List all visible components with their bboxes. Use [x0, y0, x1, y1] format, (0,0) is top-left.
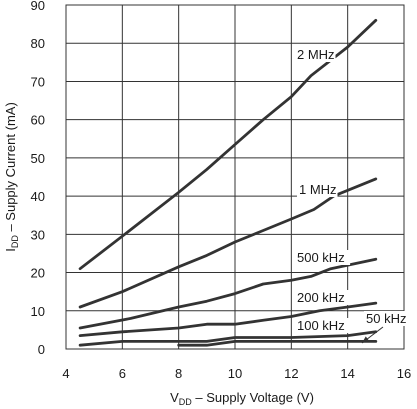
x-tick-label: 12 — [284, 366, 298, 381]
y-tick-label: 20 — [31, 266, 45, 281]
series-label: 500 kHz — [297, 250, 345, 265]
y-tick-label: 70 — [31, 74, 45, 89]
series-label-background — [364, 311, 412, 326]
series-line — [78, 177, 378, 309]
series-lines — [78, 18, 378, 347]
x-tick-label: 8 — [175, 366, 182, 381]
y-tick-label: 60 — [31, 113, 45, 128]
series-label: 200 kHz — [297, 290, 345, 305]
series-label: 100 kHz — [297, 318, 345, 333]
series-labels: 2 MHz 1 MHz 500 kHz 200 kHz 100 kHz 50 kHz — [295, 47, 412, 333]
series-label: 50 kHz — [366, 311, 406, 326]
series-line — [78, 330, 378, 347]
x-tick-label: 10 — [228, 366, 242, 381]
series-line — [78, 257, 378, 330]
y-axis-title: IDD – Supply Current (mA) — [3, 102, 20, 252]
series-label: 1 MHz — [299, 182, 337, 197]
y-tick-label: 90 — [31, 0, 45, 13]
x-axis-ticks: 4 6 8 10 12 14 16 — [62, 366, 411, 381]
y-tick-label: 80 — [31, 36, 45, 51]
series-label-background — [295, 47, 336, 62]
x-tick-label: 4 — [62, 366, 69, 381]
plot-frame — [65, 4, 405, 350]
y-axis-ticks: 0 10 20 30 40 50 60 70 80 90 — [31, 0, 45, 357]
y-tick-label: 40 — [31, 189, 45, 204]
series-line — [78, 301, 378, 338]
x-tick-label: 14 — [340, 366, 354, 381]
x-axis-title: VDD – Supply Voltage (V) — [170, 390, 314, 407]
arrow-head-icon — [362, 336, 370, 343]
series-label-background — [295, 318, 351, 333]
series-line — [177, 339, 378, 347]
y-tick-label: 50 — [31, 151, 45, 166]
series-label-background — [295, 250, 351, 265]
series-label-background — [297, 182, 338, 197]
y-tick-label: 0 — [38, 342, 45, 357]
x-tick-label: 16 — [397, 366, 411, 381]
y-tick-label: 10 — [31, 304, 45, 319]
series-label-background — [295, 290, 351, 305]
grid — [65, 4, 405, 350]
y-tick-label: 30 — [31, 227, 45, 242]
series-label: 2 MHz — [297, 47, 335, 62]
x-tick-label: 6 — [119, 366, 126, 381]
